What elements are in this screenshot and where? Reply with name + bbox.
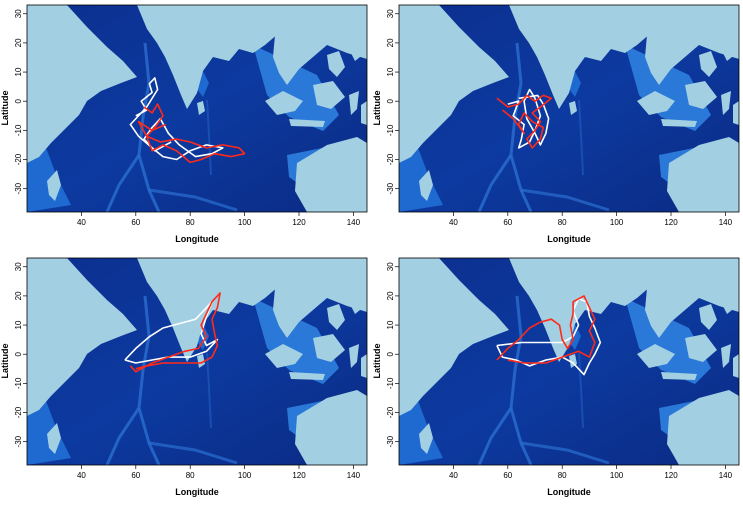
- tracks-layer: [496, 88, 553, 149]
- map-panel-top-left: 40 60 80 100 120 140 30 20 10 0 -10 -20 -30 Longitu…: [0, 0, 370, 252]
- x-tick-label: 120: [664, 471, 678, 480]
- y-tick-label: 20: [14, 291, 23, 300]
- y-tick-label: 0: [14, 98, 23, 103]
- x-tick-label: 60: [503, 471, 512, 480]
- x-tick-label: 140: [719, 218, 733, 227]
- tracks-layer: [129, 77, 246, 164]
- x-axis-title: Longitude: [547, 487, 591, 497]
- y-tick-label: 0: [14, 351, 23, 356]
- track-red: [137, 103, 246, 164]
- y-tick-label: -30: [14, 435, 23, 447]
- basemap-image: [27, 5, 367, 212]
- x-axis: 40 60 80 100 120 140: [77, 212, 361, 227]
- x-tick-label: 40: [449, 218, 458, 227]
- x-tick-label: 40: [449, 471, 458, 480]
- tracks-layer: [124, 292, 221, 373]
- map-panel-bottom-right: 40 60 80 100 120 140 30 20 10 0 -10 -20 -30 Longitu…: [372, 253, 742, 505]
- y-tick-label: -10: [386, 124, 395, 136]
- x-tick-label: 60: [131, 218, 140, 227]
- y-tick-label: -10: [14, 124, 23, 136]
- x-tick-label: 40: [77, 471, 86, 480]
- x-tick-label: 120: [292, 218, 306, 227]
- y-tick-label: -10: [386, 377, 395, 389]
- y-tick-label: 20: [386, 291, 395, 300]
- x-tick-label: 100: [610, 471, 624, 480]
- y-tick-label: 30: [14, 262, 23, 271]
- x-tick-label: 80: [186, 471, 195, 480]
- y-axis: 30 20 10 0 -10 -20 -30: [386, 262, 399, 447]
- y-tick-label: 10: [386, 67, 395, 76]
- y-axis: 30 20 10 0 -10 -20 -30: [14, 9, 27, 194]
- y-tick-label: 30: [386, 9, 395, 18]
- y-axis-title: Latitude: [372, 91, 382, 126]
- basemap-image: [399, 5, 739, 212]
- x-tick-label: 60: [503, 218, 512, 227]
- y-tick-label: -20: [14, 406, 23, 418]
- y-tick-label: 30: [14, 9, 23, 18]
- y-axis-title: Latitude: [0, 91, 10, 126]
- x-tick-label: 140: [347, 471, 361, 480]
- x-axis-title: Longitude: [175, 487, 219, 497]
- x-axis-title: Longitude: [175, 234, 219, 244]
- map-panel-bottom-left: 40 60 80 100 120 140 30 20 10 0 -10 -20 -30 Longitu…: [0, 253, 370, 505]
- y-tick-label: 20: [14, 38, 23, 47]
- x-tick-label: 100: [610, 218, 624, 227]
- x-axis: 40 60 80 100 120 140: [449, 465, 733, 480]
- plot-frame: [398, 4, 740, 213]
- track-red: [129, 292, 221, 373]
- x-tick-label: 80: [558, 218, 567, 227]
- x-axis-title: Longitude: [547, 234, 591, 244]
- track-white: [507, 88, 550, 149]
- y-axis-title: Latitude: [372, 344, 382, 379]
- y-tick-label: -20: [386, 406, 395, 418]
- y-tick-label: -30: [386, 435, 395, 447]
- y-axis: 30 20 10 0 -10 -20 -30: [14, 262, 27, 447]
- x-tick-label: 140: [719, 471, 733, 480]
- y-tick-label: 10: [14, 67, 23, 76]
- y-axis: 30 20 10 0 -10 -20 -30: [386, 9, 399, 194]
- plot-frame: [398, 257, 740, 466]
- y-tick-label: 10: [386, 320, 395, 329]
- y-tick-label: 10: [14, 320, 23, 329]
- tracks-layer: [496, 295, 602, 376]
- plot-frame: [26, 257, 368, 466]
- map-panel-top-right: 40 60 80 100 120 140 30 20 10 0 -10 -20 -30 Longitu…: [372, 0, 742, 252]
- x-tick-label: 60: [131, 471, 140, 480]
- y-tick-label: 0: [386, 98, 395, 103]
- x-tick-label: 100: [238, 218, 252, 227]
- y-tick-label: 30: [386, 262, 395, 271]
- y-tick-label: -20: [386, 153, 395, 165]
- x-tick-label: 120: [664, 218, 678, 227]
- y-tick-label: -30: [14, 182, 23, 194]
- y-axis-title: Latitude: [0, 344, 10, 379]
- x-tick-label: 140: [347, 218, 361, 227]
- y-tick-label: 0: [386, 351, 395, 356]
- x-tick-label: 120: [292, 471, 306, 480]
- y-tick-label: -20: [14, 153, 23, 165]
- plot-frame: [26, 4, 368, 213]
- basemap-image: [27, 258, 367, 465]
- track-red: [496, 94, 553, 149]
- x-tick-label: 80: [558, 471, 567, 480]
- track-red: [496, 295, 596, 364]
- x-tick-label: 80: [186, 218, 195, 227]
- y-tick-label: -10: [14, 377, 23, 389]
- y-tick-label: -30: [386, 182, 395, 194]
- y-tick-label: 20: [386, 38, 395, 47]
- x-tick-label: 100: [238, 471, 252, 480]
- x-axis: 40 60 80 100 120 140: [77, 465, 361, 480]
- x-axis: 40 60 80 100 120 140: [449, 212, 733, 227]
- x-tick-label: 40: [77, 218, 86, 227]
